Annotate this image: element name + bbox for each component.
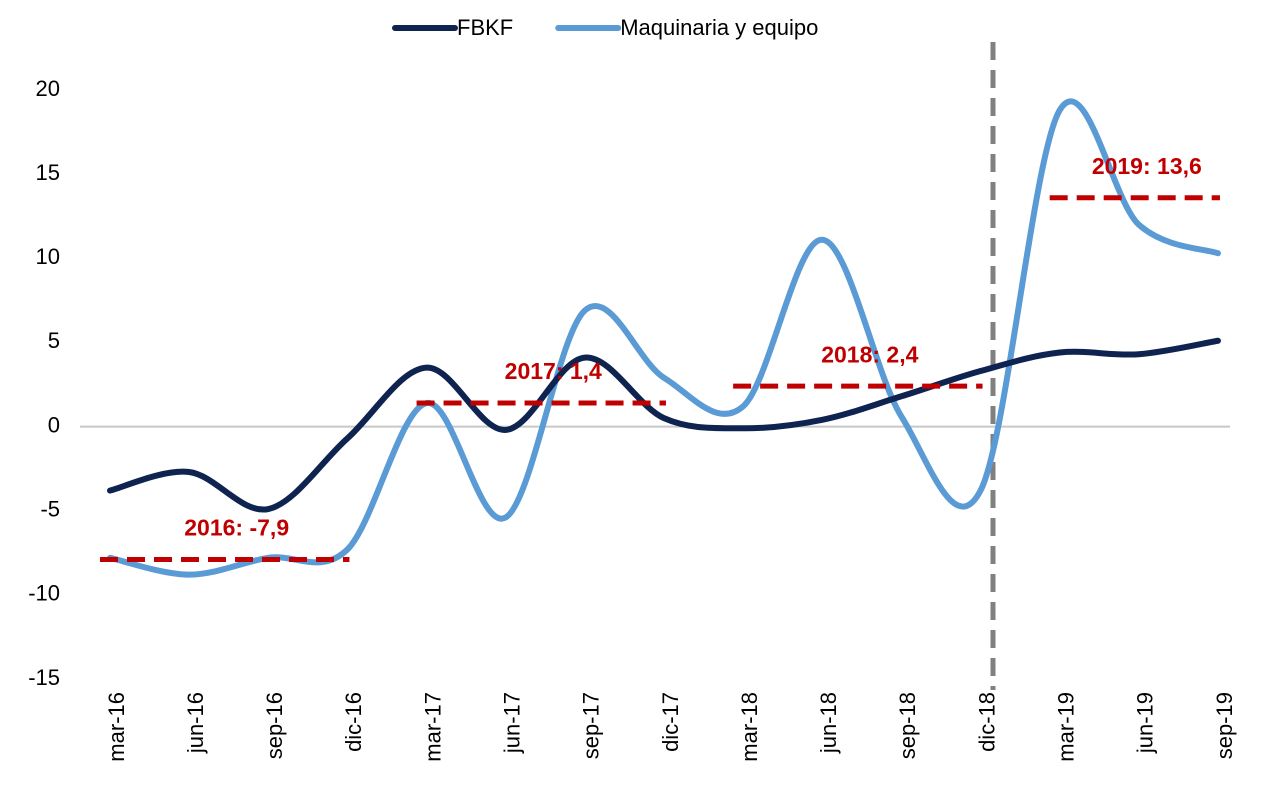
y-tick-label: -10 (28, 581, 60, 606)
y-tick-label: 20 (36, 76, 60, 101)
x-tick-label: jun-16 (183, 692, 208, 754)
x-tick-label: dic-17 (658, 692, 683, 752)
y-tick-label: 5 (48, 328, 60, 353)
y-tick-label: 15 (36, 160, 60, 185)
x-tick-label: mar-16 (104, 692, 129, 762)
series-line (107, 337, 1221, 513)
x-tick-label: sep-16 (262, 692, 287, 759)
legend-label: Maquinaria y equipo (620, 15, 818, 40)
average-label: 2019: 13,6 (1092, 153, 1202, 179)
x-tick-label: mar-18 (737, 692, 762, 762)
x-tick-label: mar-17 (420, 692, 445, 762)
x-tick-label: dic-18 (974, 692, 999, 752)
x-tick-label: sep-18 (895, 692, 920, 759)
x-tick-label: jun-18 (816, 692, 841, 754)
y-tick-label: -15 (28, 665, 60, 690)
average-label: 2018: 2,4 (821, 341, 918, 367)
y-tick-label: -5 (40, 497, 60, 522)
average-label: 2017: 1,4 (505, 358, 602, 384)
x-tick-label: sep-19 (1212, 692, 1237, 759)
x-tick-label: jun-17 (500, 692, 525, 754)
average-label: 2016: -7,9 (184, 515, 289, 541)
x-tick-label: sep-17 (579, 692, 604, 759)
series-line (107, 98, 1221, 578)
x-tick-label: mar-19 (1053, 692, 1078, 762)
y-tick-label: 0 (48, 412, 60, 437)
x-tick-label: dic-16 (341, 692, 366, 752)
x-tick-label: jun-19 (1133, 692, 1158, 754)
y-tick-label: 10 (36, 244, 60, 269)
legend-label: FBKF (457, 15, 513, 40)
